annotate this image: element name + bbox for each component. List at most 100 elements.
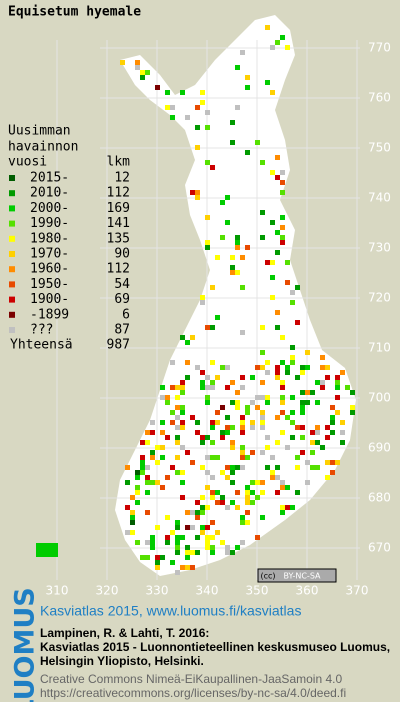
- occurrence-square: [275, 465, 280, 470]
- svg-text:(cc): (cc): [260, 572, 275, 581]
- occurrence-square: [135, 470, 140, 475]
- occurrence-square: [325, 460, 330, 465]
- occurrence-square: [240, 420, 245, 425]
- occurrence-square: [125, 505, 130, 510]
- occurrence-square: [270, 220, 275, 225]
- occurrence-square: [270, 45, 275, 50]
- y-grid-label: 770: [368, 41, 391, 55]
- occurrence-square: [200, 295, 205, 300]
- occurrence-square: [210, 380, 215, 385]
- occurrence-square: [180, 445, 185, 450]
- occurrence-square: [270, 475, 275, 480]
- legend-count: 54: [114, 277, 130, 292]
- occurrence-square: [180, 535, 185, 540]
- occurrence-square: [290, 420, 295, 425]
- occurrence-square: [185, 340, 190, 345]
- occurrence-square: [150, 545, 155, 550]
- occurrence-square: [220, 495, 225, 500]
- occurrence-square: [165, 400, 170, 405]
- occurrence-square: [260, 490, 265, 495]
- occurrence-square: [155, 480, 160, 485]
- legend-label: 2010-: [30, 186, 69, 201]
- legend-label: ???: [30, 323, 53, 338]
- legend-count: 169: [107, 201, 130, 216]
- occurrence-square: [145, 510, 150, 515]
- occurrence-square: [335, 375, 340, 380]
- occurrence-square: [290, 360, 295, 365]
- occurrence-square: [180, 470, 185, 475]
- occurrence-square: [220, 235, 225, 240]
- occurrence-square: [250, 375, 255, 380]
- occurrence-square: [125, 480, 130, 485]
- occurrence-square: [280, 510, 285, 515]
- occurrence-square: [145, 490, 150, 495]
- occurrence-square: [335, 395, 340, 400]
- occurrence-square: [210, 520, 215, 525]
- occurrence-square: [230, 445, 235, 450]
- y-grid-label: 670: [368, 541, 391, 555]
- occurrence-square: [175, 545, 180, 550]
- legend-label: 1980-: [30, 231, 69, 246]
- occurrence-square: [135, 485, 140, 490]
- legend-column: lkm: [107, 155, 131, 170]
- license-text: Creative Commons Nimeä-EiKaupallinen-Jaa…: [40, 672, 342, 686]
- occurrence-square: [210, 385, 215, 390]
- occurrence-square: [260, 235, 265, 240]
- occurrence-square: [250, 450, 255, 455]
- occurrence-square: [205, 110, 210, 115]
- legend-label: 1990-: [30, 216, 69, 231]
- occurrence-square: [200, 510, 205, 515]
- occurrence-square: [140, 555, 145, 560]
- occurrence-square: [260, 420, 265, 425]
- occurrence-square: [235, 270, 240, 275]
- occurrences: [120, 25, 355, 575]
- occurrence-square: [225, 465, 230, 470]
- occurrence-square: [235, 405, 240, 410]
- occurrence-square: [160, 420, 165, 425]
- legend-swatch: [9, 251, 15, 257]
- legend-label: 1970-: [30, 247, 69, 262]
- occurrence-square: [205, 215, 210, 220]
- occurrence-square: [185, 525, 190, 530]
- occurrence-square: [175, 425, 180, 430]
- occurrence-square: [240, 425, 245, 430]
- occurrence-square: [180, 385, 185, 390]
- occurrence-square: [185, 360, 190, 365]
- y-grid-label: 680: [368, 491, 391, 505]
- occurrence-square: [280, 430, 285, 435]
- occurrence-square: [300, 435, 305, 440]
- occurrence-square: [205, 535, 210, 540]
- occurrence-square: [280, 180, 285, 185]
- occurrence-square: [270, 295, 275, 300]
- occurrence-square: [205, 160, 210, 165]
- occurrence-square: [325, 375, 330, 380]
- occurrence-square: [230, 400, 235, 405]
- occurrence-square: [125, 465, 130, 470]
- occurrence-square: [205, 470, 210, 475]
- occurrence-square: [155, 555, 160, 560]
- occurrence-square: [180, 420, 185, 425]
- occurrence-square: [280, 485, 285, 490]
- occurrence-square: [210, 440, 215, 445]
- occurrence-square: [240, 50, 245, 55]
- occurrence-square: [150, 450, 155, 455]
- occurrence-square: [280, 400, 285, 405]
- occurrence-square: [250, 425, 255, 430]
- y-grid-label: 740: [368, 191, 391, 205]
- occurrence-square: [275, 250, 280, 255]
- occurrence-square: [140, 455, 145, 460]
- x-grid-label: 310: [46, 584, 69, 598]
- occurrence-square: [200, 435, 205, 440]
- occurrence-square: [225, 550, 230, 555]
- occurrence-square: [205, 455, 210, 460]
- occurrence-square: [220, 365, 225, 370]
- occurrence-square: [225, 425, 230, 430]
- occurrence-square: [195, 500, 200, 505]
- x-grid-label: 370: [346, 584, 369, 598]
- occurrence-square: [140, 440, 145, 445]
- occurrence-square: [245, 150, 250, 155]
- y-grid-label: 760: [368, 91, 391, 105]
- occurrence-square: [170, 560, 175, 565]
- occurrence-square: [240, 515, 245, 520]
- x-grid-label: 330: [146, 584, 169, 598]
